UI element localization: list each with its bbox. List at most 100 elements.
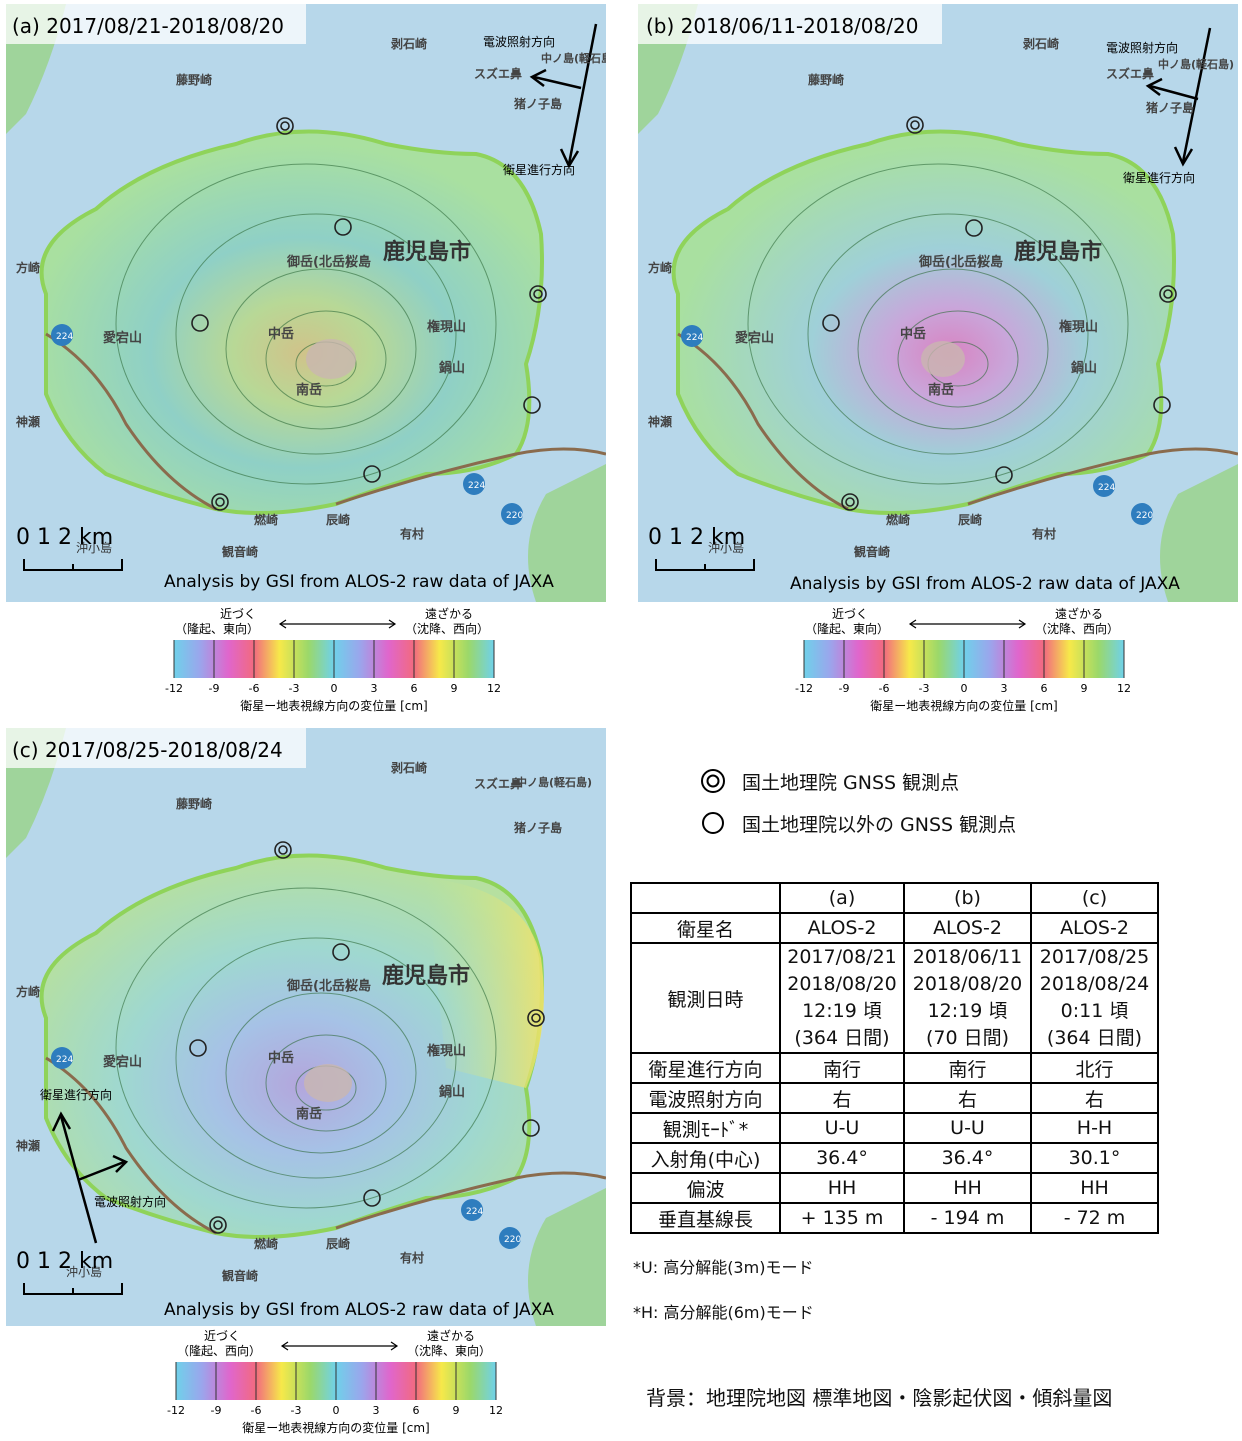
tick-label: 12 xyxy=(1117,682,1131,695)
mainland-se xyxy=(1160,464,1238,602)
map-panel-a: (a) 2017/08/21-2018/08/20 電波照射方向 衛星進行方向 … xyxy=(6,4,606,602)
place-kannon: 観音崎 xyxy=(854,544,890,559)
cell-line: 2017/08/21 xyxy=(787,946,897,968)
road xyxy=(45,332,217,511)
cell-line: 2018/08/20 xyxy=(787,973,897,995)
table-cell: 右 xyxy=(1030,1082,1159,1114)
table-cell: 2017/08/21 2018/08/20 12:19 頃 (364 日間) xyxy=(779,942,905,1054)
row-label: 観測ﾓｰﾄﾞ* xyxy=(630,1112,781,1144)
far-label: 遠ざかる xyxy=(425,606,473,621)
cell-line: 2017/08/25 xyxy=(1039,946,1150,968)
map-c-svg: (c) 2017/08/25-2018/08/24 衛星進行方向 電波照射方向 … xyxy=(6,728,606,1326)
road xyxy=(677,332,849,511)
far-label: 遠ざかる xyxy=(1055,606,1103,621)
near-label: 近づく xyxy=(220,607,256,621)
table-cell: ALOS-2 xyxy=(779,912,905,944)
route-label: 220 xyxy=(506,511,523,521)
table-row: 衛星進行方向 南行 南行 北行 xyxy=(630,1052,1159,1084)
route-shield xyxy=(51,1047,73,1069)
place-inokojima: 猪ノ子島 xyxy=(513,96,562,111)
tick-label: 3 xyxy=(1001,682,1008,695)
tick-label: 0 xyxy=(331,682,338,695)
sat-arrows xyxy=(51,1111,129,1244)
table-cell: U-U xyxy=(779,1112,905,1144)
colorbar-c: 近づく （隆起、西向） 遠ざかる （沈降、東向） -12 -9 -6 -3 0 … xyxy=(152,1328,512,1438)
direction-arrow xyxy=(280,1341,289,1351)
radar-direction-label: 電波照射方向 xyxy=(94,1194,166,1209)
place-hozaki: 方崎 xyxy=(16,260,40,275)
cell-line: 12:19 頃 xyxy=(927,1000,1008,1022)
place-minamidake: 南岳 xyxy=(296,382,322,398)
near-sub-label: （隆起、西向） xyxy=(177,1343,261,1358)
crater xyxy=(921,341,965,377)
table-row: 観測日時 2017/08/21 2018/08/20 12:19 頃 (364 … xyxy=(630,942,1159,1054)
scale-bar xyxy=(655,559,755,571)
route-label: 220 xyxy=(504,1235,521,1245)
table-row: 垂直基線長 + 135 m - 194 m - 72 m xyxy=(630,1202,1159,1234)
place-moe: 燃崎 xyxy=(254,512,278,527)
legend-row-gsi: 国土地理院 GNSS 観測点 xyxy=(700,760,1016,802)
place-atagoyama: 愛宕山 xyxy=(103,330,142,346)
road xyxy=(967,447,1238,506)
circle-icon xyxy=(702,812,724,834)
colorbar-axis-label: 衛星ー地表視線方向の変位量 [cm] xyxy=(870,698,1057,713)
city-label: 鹿児島市 xyxy=(382,963,470,989)
place-nakadake: 中岳 xyxy=(268,1050,294,1066)
station-legend: 国土地理院 GNSS 観測点 国土地理院以外の GNSS 観測点 xyxy=(700,760,1016,844)
table-row: 偏波 HH HH HH xyxy=(630,1172,1159,1204)
table-cell: + 135 m xyxy=(779,1202,905,1234)
row-label: 電波照射方向 xyxy=(630,1082,781,1114)
place-sakurajima: 桜島 xyxy=(977,254,1003,270)
table-cell: ALOS-2 xyxy=(903,912,1032,944)
colorbar-c-svg: 近づく （隆起、西向） 遠ざかる （沈降、東向） -12 -9 -6 -3 0 … xyxy=(167,1328,503,1435)
route-shield xyxy=(681,325,703,347)
road xyxy=(45,1056,217,1235)
road xyxy=(335,447,606,506)
direction-arrow xyxy=(1018,619,1027,629)
colorbar-a-svg: 近づく （隆起、東向） 遠ざかる （沈降、西向） -12 -9 -6 -3 0 … xyxy=(165,606,501,713)
table-header-cell: (b) xyxy=(903,882,1032,914)
panel-title: (b) 2018/06/11-2018/08/20 xyxy=(646,14,918,38)
place-tatsuzaki: 辰崎 xyxy=(958,512,982,527)
sat-direction-label: 衛星進行方向 xyxy=(40,1087,112,1102)
row-label: 入射角(中心) xyxy=(630,1142,781,1174)
analysis-credit: Analysis by GSI from ALOS-2 raw data of … xyxy=(164,572,554,592)
table-cell: 36.4° xyxy=(903,1142,1032,1174)
row-label: 観測日時 xyxy=(630,942,781,1054)
place-okikojima: 沖小島 xyxy=(66,1264,102,1279)
table-cell: 2018/06/11 2018/08/20 12:19 頃 (70 日間) xyxy=(903,942,1032,1054)
place-arimura: 有村 xyxy=(400,1250,424,1265)
scale-label: 0 1 2 km xyxy=(16,525,113,550)
sat-direction-label: 衛星進行方向 xyxy=(503,162,575,177)
place-sakiishizaki: 剥石崎 xyxy=(1023,36,1059,51)
u-mode-note: *U: 高分解能(3m)モード xyxy=(633,1258,814,1277)
place-moe: 燃崎 xyxy=(886,512,910,527)
route-shield xyxy=(501,503,523,525)
cell-line: 2018/08/20 xyxy=(912,973,1023,995)
place-kamise: 神瀬 xyxy=(648,414,672,429)
scale-bar xyxy=(23,559,123,571)
tick-label: 6 xyxy=(413,1404,420,1417)
crater xyxy=(306,339,356,379)
row-label: 垂直基線長 xyxy=(630,1202,781,1234)
tick-label: -12 xyxy=(165,682,183,695)
tick-label: 12 xyxy=(489,1404,503,1417)
road xyxy=(335,1171,606,1230)
place-fujinosaki: 藤野崎 xyxy=(807,72,844,87)
tick-label: 9 xyxy=(453,1404,460,1417)
colorbar-a: 近づく （隆起、東向） 遠ざかる （沈降、西向） -12 -9 -6 -3 0 … xyxy=(150,606,510,716)
table-cell: - 194 m xyxy=(903,1202,1032,1234)
place-suzue: スズエ鼻 xyxy=(474,776,522,791)
contours xyxy=(115,887,497,1209)
table-row: 電波照射方向 右 右 右 xyxy=(630,1082,1159,1114)
colorbar-b-svg: 近づく （隆起、東向） 遠ざかる （沈降、西向） -12 -9 -6 -3 0 … xyxy=(795,606,1131,713)
place-nabeyama: 鍋山 xyxy=(439,360,465,376)
place-arimura: 有村 xyxy=(400,526,424,541)
place-moe: 燃崎 xyxy=(254,1236,278,1251)
table-cell: 2017/08/25 2018/08/24 0:11 頃 (364 日間) xyxy=(1030,942,1159,1054)
tick-label: -9 xyxy=(211,1404,222,1417)
table-row: 観測ﾓｰﾄﾞ* U-U U-U H-H xyxy=(630,1112,1159,1144)
place-tatsuzaki: 辰崎 xyxy=(326,1236,350,1251)
direction-arrow xyxy=(390,1341,399,1351)
crater xyxy=(304,1064,352,1102)
